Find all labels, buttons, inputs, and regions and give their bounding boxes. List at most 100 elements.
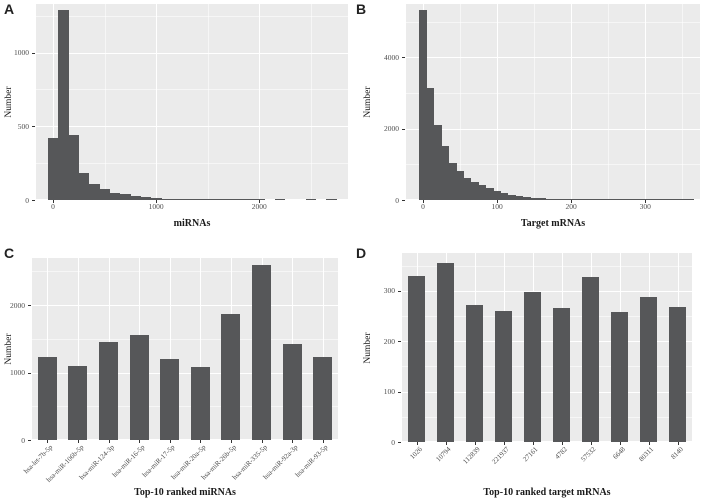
gridline-y-minor [406,164,700,166]
histogram-bar [140,197,152,200]
gridline-y-minor [402,316,692,317]
y-tick-label: 1000 [14,48,29,58]
panel-c-label: C [4,245,15,261]
panel-d-top10-target-barchart: D Number Top-10 ranked target mRNAs 1026… [354,240,708,503]
x-tick-label-text: 112839 [461,445,482,466]
panel-d-label: D [356,245,367,261]
histogram-bar [202,199,214,200]
x-tick-label-text: hsa-miR-93-5p [294,443,330,479]
panel-c-x-axis-title: Top-10 ranked miRNAs [134,487,236,498]
histogram-bar [508,194,516,200]
y-tick-label: 2000 [384,124,399,134]
gridline-x-minor [310,4,312,200]
histogram-bar [685,199,694,200]
histogram-bar [181,199,193,200]
gridline-y-minor [406,93,700,95]
histogram-bar [223,199,234,200]
x-tick-mark [230,440,232,443]
histogram-bar [560,199,568,200]
gridline-y-minor [402,265,692,267]
x-tick-label-text: 10794 [434,445,453,464]
gridline-y-minor [32,338,338,340]
gridline-x-minor [104,4,106,200]
panel-c-plot-area [32,258,338,440]
histogram-bar [212,199,224,200]
y-tick-mark [402,128,405,130]
gridline-x-minor [207,4,209,200]
gridline-x-major [259,4,261,200]
histogram-bar [130,195,141,200]
x-tick-mark [261,440,263,443]
panel-d-x-axis-title: Top-10 ranked target mRNAs [483,487,611,498]
histogram-bar [478,185,487,200]
histogram-bar [68,135,80,200]
histogram-bar [515,195,524,200]
histogram-bar [537,198,546,200]
y-tick-label: 300 [383,286,395,296]
category-bar [668,307,687,442]
histogram-bar [463,177,472,200]
category-bar [221,313,241,440]
x-tick-mark [423,200,425,203]
gridline-y-major [32,305,338,307]
histogram-bar [274,199,286,200]
category-bar [465,304,484,442]
panel-b-plot-area [406,4,700,200]
panel-a-label: A [4,1,15,17]
gridline-y-minor [36,15,348,17]
x-tick-mark [648,442,650,445]
x-tick-mark [156,200,158,203]
y-tick-mark [32,200,35,201]
panel-a-y-axis-title: Number [4,86,14,118]
histogram-bar [192,199,203,200]
category-bar [282,343,302,440]
histogram-bar [78,173,90,200]
histogram-bar [648,199,657,200]
histogram-bar [552,198,561,200]
gridline-x-major [200,258,202,440]
category-bar [639,297,658,442]
gridline-y-major [32,372,338,374]
x-tick-label-text: 80311 [637,445,656,464]
category-bar [37,357,57,440]
x-tick-mark [561,442,563,445]
histogram-bar [663,199,672,200]
y-tick-mark [28,305,31,307]
gridline-y-major [406,57,700,59]
gridline-y-major [402,391,692,393]
histogram-bar [233,199,245,200]
y-tick-mark [28,440,31,441]
x-tick-mark [571,200,573,203]
x-tick-label-text: 57532 [579,445,598,464]
panel-a-mirna-histogram: A Number miRNAs 0 1000 2000 0 500 1000 [0,0,354,240]
histogram-bar [523,196,531,200]
category-bar [407,276,426,442]
histogram-bar [58,9,69,200]
histogram-bar [419,10,428,200]
histogram-bar [254,199,265,200]
x-tick-label-text: 27161 [521,445,540,464]
x-tick-label-text: 221937 [489,445,511,466]
gridline-y-minor [402,416,692,418]
y-tick-mark [398,391,401,393]
x-tick-mark [532,442,534,445]
gridline-x-major [53,4,55,200]
gridline-y-minor [36,163,348,165]
histogram-bar [500,192,509,200]
gridline-x-minor [608,4,610,200]
histogram-bar [99,188,111,200]
panel-a-x-axis-title: miRNAs [173,218,211,229]
x-tick-mark [619,442,621,445]
gridline-y-major [402,441,692,442]
gridline-x-major [571,4,573,200]
histogram-bar [161,198,172,200]
gridline-x-major [497,4,499,200]
y-tick-mark [398,442,401,443]
gridline-x-major [47,258,49,440]
x-tick-mark [497,200,499,203]
x-tick-label-text: 8140 [668,445,685,461]
y-tick-mark [32,126,35,128]
x-tick-label: 100 [491,202,503,211]
histogram-bar [597,199,605,200]
